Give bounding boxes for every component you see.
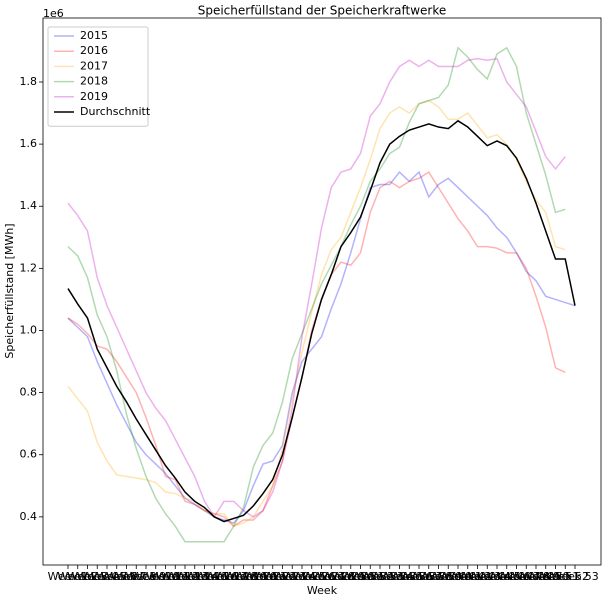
x-tick-label: Week 51 <box>532 570 580 583</box>
x-tick-label: Week 19 <box>220 570 268 583</box>
plot-area <box>42 17 602 566</box>
legend-label: 2017 <box>80 59 108 72</box>
x-tick-label: Week 25 <box>278 570 326 583</box>
x-tick-label: Week 31 <box>337 570 385 583</box>
x-tick-label: Week 33 <box>356 570 404 583</box>
x-tick-label: Week 41 <box>434 570 482 583</box>
x-tick-label: Week 44 <box>463 570 511 583</box>
legend-label: Durchschnitt <box>80 105 151 118</box>
x-tick-label: Week 52 <box>541 570 589 583</box>
x-tick-label: Week 46 <box>483 570 531 583</box>
offset-label: 1e6 <box>43 7 64 20</box>
y-tick-label: 1.6 <box>20 137 38 150</box>
x-tick-label: Week 2 <box>57 570 98 583</box>
x-tick-label: Week 37 <box>395 570 443 583</box>
x-tick-label: Week 35 <box>376 570 424 583</box>
x-tick-label: Week 28 <box>307 570 355 583</box>
series-line <box>67 170 576 524</box>
x-axis-label: Week <box>307 584 338 597</box>
series-line <box>67 57 566 519</box>
x-tick-label: Week 34 <box>366 570 414 583</box>
series-line <box>67 119 576 523</box>
x-tick-label: Week 47 <box>493 570 541 583</box>
x-tick-label: Week 6 <box>96 570 137 583</box>
x-tick-label: Week 7 <box>106 570 147 583</box>
x-tick-label: Week 21 <box>239 570 287 583</box>
x-tick-label: Week 16 <box>190 570 238 583</box>
x-tick-label: Week 39 <box>415 570 463 583</box>
x-tick-label: Week 5 <box>87 570 128 583</box>
x-tick-label: Week 38 <box>405 570 453 583</box>
x-tick-label: Week 10 <box>132 570 180 583</box>
x-tick-label: Week 36 <box>385 570 433 583</box>
y-tick-label: 0.4 <box>20 510 38 523</box>
legend-box <box>47 26 149 127</box>
x-tick-label: Week 40 <box>424 570 472 583</box>
legend-label: 2016 <box>80 44 108 57</box>
legend-label: 2015 <box>80 29 108 42</box>
chart-title: Speicherfüllstand der Speicherkraftwerke <box>198 4 447 18</box>
x-tick-label: Week 26 <box>288 570 336 583</box>
series-line <box>67 171 566 528</box>
x-tick-label: Week 20 <box>229 570 277 583</box>
x-tick-label: Week 27 <box>298 570 346 583</box>
x-tick-label: Week 24 <box>268 570 316 583</box>
x-tick-label: Week 30 <box>327 570 375 583</box>
x-tick-label: Week 18 <box>210 570 258 583</box>
legend-label: 2018 <box>80 75 108 88</box>
x-tick-label: Week 53 <box>551 570 599 583</box>
y-tick-label: 1.8 <box>20 75 38 88</box>
x-tick-label: Week 3 <box>67 570 108 583</box>
x-tick-label: Week 17 <box>200 570 248 583</box>
x-tick-label: Week 4 <box>77 570 118 583</box>
x-tick-label: Week 9 <box>126 570 167 583</box>
x-tick-label: Week 22 <box>249 570 297 583</box>
y-tick-label: 1.2 <box>20 261 38 274</box>
y-tick-label: 0.8 <box>20 386 38 399</box>
y-tick-label: 1.4 <box>20 199 38 212</box>
y-tick-label: 1.0 <box>20 323 38 336</box>
x-tick-label: Week 32 <box>346 570 394 583</box>
series-line <box>67 99 566 528</box>
series-line <box>67 46 566 543</box>
x-tick-label: Week 23 <box>259 570 307 583</box>
x-tick-label: Week 13 <box>161 570 209 583</box>
x-tick-label: Week 11 <box>142 570 190 583</box>
x-tick-label: Week 45 <box>473 570 521 583</box>
x-tick-label: Week 8 <box>116 570 157 583</box>
x-tick-label: Week 43 <box>454 570 502 583</box>
x-tick-label: Week 49 <box>512 570 560 583</box>
x-tick-label: Week 15 <box>181 570 229 583</box>
y-tick-label: 0.6 <box>20 448 38 461</box>
y-axis-label: Speicherfüllstand [MWh] <box>3 223 16 358</box>
x-tick-label: Week 1 <box>48 570 89 583</box>
x-tick-label: Week 29 <box>317 570 365 583</box>
x-tick-label: Week 42 <box>444 570 492 583</box>
legend-label: 2019 <box>80 90 108 103</box>
x-tick-label: Week 50 <box>522 570 570 583</box>
x-tick-label: Week 12 <box>151 570 199 583</box>
x-tick-label: Week 48 <box>502 570 550 583</box>
x-tick-label: Week 14 <box>171 570 219 583</box>
